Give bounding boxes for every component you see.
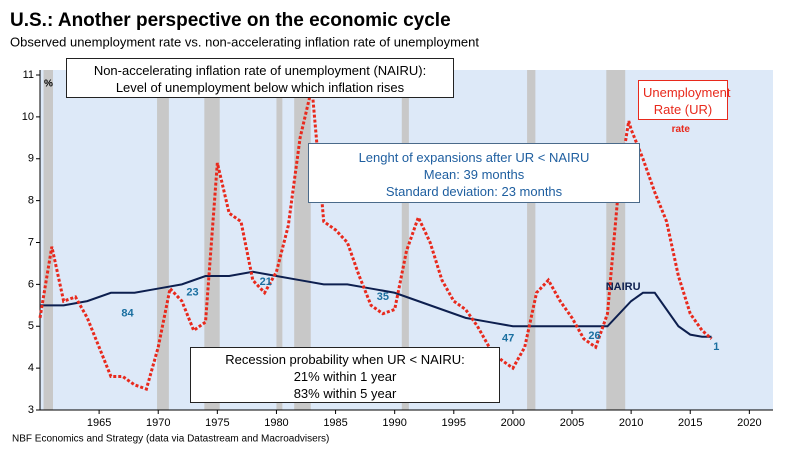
box-line: Lenght of expansions after UR < NAIRU <box>358 150 590 165</box>
y-tick-label: 4 <box>28 362 34 374</box>
recession-box: Recession probability when UR < NAIRU: 2… <box>190 347 500 403</box>
y-tick-label: 7 <box>28 236 34 248</box>
x-tick-label: 2015 <box>678 417 702 429</box>
recession-band <box>606 70 626 410</box>
box-line: Recession probability when UR < NAIRU: <box>225 352 465 367</box>
recession-band <box>527 70 536 410</box>
annotation: 26 <box>588 330 600 342</box>
annotation: rate <box>672 124 691 135</box>
y-tick-label: 5 <box>28 320 34 332</box>
recession-band <box>276 70 283 410</box>
annotation: 23 <box>186 287 198 299</box>
x-tick-label: 2005 <box>560 417 584 429</box>
recession-band <box>43 70 54 410</box>
x-tick-label: 2010 <box>619 417 643 429</box>
box-line: 21% within 1 year <box>293 369 397 384</box>
box-line: Mean: 39 months <box>423 167 525 182</box>
x-tick-label: 1975 <box>205 417 229 429</box>
x-tick-label: 1970 <box>146 417 170 429</box>
x-tick-label: 1985 <box>323 417 347 429</box>
x-tick-label: 1965 <box>87 417 111 429</box>
nairu-box: Non-accelerating inflation rate of unemp… <box>66 58 454 98</box>
y-tick-label: 8 <box>28 195 34 207</box>
y-tick-label: 10 <box>22 111 34 123</box>
recession-band <box>294 70 311 410</box>
annotation: 1 <box>713 341 719 353</box>
y-unit: % <box>44 79 53 90</box>
annotation: 84 <box>121 308 134 320</box>
annotation: 35 <box>377 291 389 303</box>
box-line: 83% within 5 year <box>293 386 397 401</box>
chart-title: U.S.: Another perspective on the economi… <box>10 10 451 31</box>
series-line <box>40 270 712 338</box>
series-label: NAIRU <box>606 281 641 293</box>
annotation: 21 <box>260 276 272 288</box>
y-tick-label: 6 <box>28 278 34 290</box>
x-tick-label: 1980 <box>264 417 288 429</box>
x-tick-label: 2020 <box>737 417 761 429</box>
recession-band <box>401 70 409 410</box>
box-line: Non-accelerating inflation rate of unemp… <box>93 63 427 78</box>
y-tick-label: 9 <box>28 153 34 165</box>
box-line: Level of unemployment below which inflat… <box>115 80 405 95</box>
annotation: 47 <box>502 333 514 345</box>
source: NBF Economics and Strategy (data via Dat… <box>12 434 329 445</box>
legend-entry: Unemployment Rate (UR) <box>638 80 730 120</box>
x-tick-label: 1995 <box>442 417 466 429</box>
expansions-box: Lenght of expansions after UR < NAIRU Me… <box>308 143 640 203</box>
chart-subtitle: Observed unemployment rate vs. non-accel… <box>10 34 479 49</box>
y-tick-label: 11 <box>23 69 34 81</box>
y-tick-label: 3 <box>28 404 34 416</box>
recession-band <box>157 70 169 410</box>
box-line: Standard deviation: 23 months <box>385 184 563 199</box>
x-tick-label: 1990 <box>382 417 406 429</box>
x-tick-label: 2000 <box>501 417 525 429</box>
series-line <box>38 87 713 392</box>
